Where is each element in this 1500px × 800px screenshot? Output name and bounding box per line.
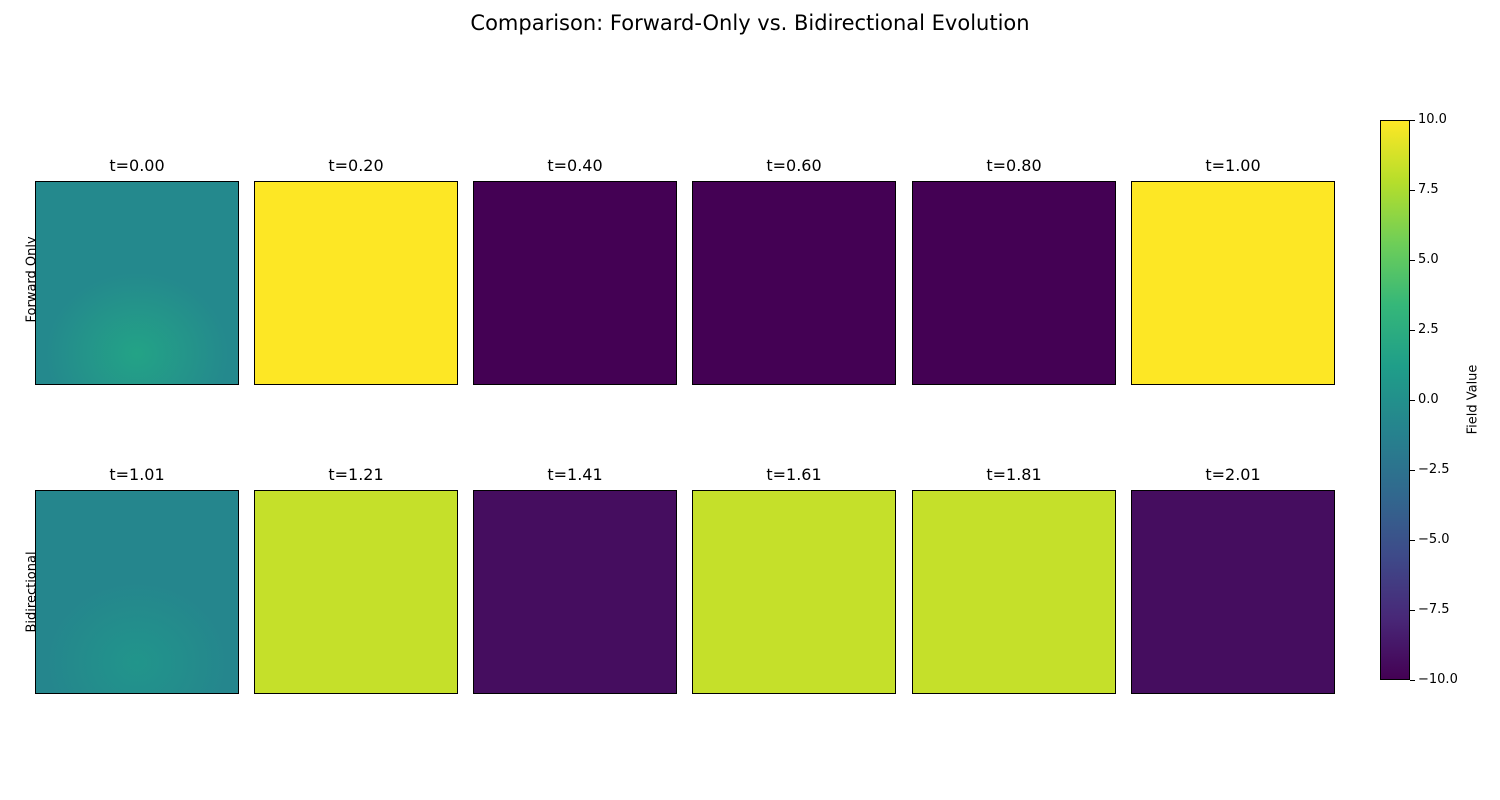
colorbar-tick-label: −10.0 <box>1418 672 1458 687</box>
colorbar-tick-label: −7.5 <box>1418 602 1450 617</box>
heatmap-panel <box>254 181 458 385</box>
heatmap-panel <box>473 490 677 694</box>
colorbar-tick <box>1410 680 1415 681</box>
colorbar-tick-label: 2.5 <box>1418 322 1439 337</box>
colorbar-tick <box>1410 540 1415 541</box>
heatmap-panel <box>912 181 1116 385</box>
panel-title: t=1.01 <box>109 465 165 484</box>
colorbar-tick-label: 0.0 <box>1418 392 1439 407</box>
colorbar-tick <box>1410 470 1415 471</box>
panel-title: t=2.01 <box>1205 465 1261 484</box>
colorbar-tick-label: 10.0 <box>1418 112 1447 127</box>
colorbar-tick-label: 7.5 <box>1418 182 1439 197</box>
panel-title: t=1.81 <box>986 465 1042 484</box>
panel-title: t=1.41 <box>547 465 603 484</box>
colorbar-tick-label: −5.0 <box>1418 532 1450 547</box>
colorbar-tick-label: 5.0 <box>1418 252 1439 267</box>
heatmap-panel <box>912 490 1116 694</box>
colorbar-tick-label: −2.5 <box>1418 462 1450 477</box>
colorbar-tick <box>1410 400 1415 401</box>
panel-title: t=1.21 <box>328 465 384 484</box>
colorbar-tick <box>1410 190 1415 191</box>
heatmap-panel <box>35 181 239 385</box>
panel-title: t=0.80 <box>986 156 1042 175</box>
heatmap-panel <box>1131 181 1335 385</box>
panel-title: t=0.20 <box>328 156 384 175</box>
panel-title: t=0.00 <box>109 156 165 175</box>
panel-title: t=1.00 <box>1205 156 1261 175</box>
heatmap-panel <box>692 490 896 694</box>
colorbar-label: Field Value <box>1465 364 1481 435</box>
heatmap-panel <box>473 181 677 385</box>
heatmap-panel <box>254 490 458 694</box>
colorbar-tick <box>1410 120 1415 121</box>
heatmap-panel <box>35 490 239 694</box>
colorbar-tick <box>1410 610 1415 611</box>
heatmap-panel <box>692 181 896 385</box>
colorbar <box>1380 120 1410 680</box>
colorbar-tick <box>1410 260 1415 261</box>
panel-title: t=1.61 <box>766 465 822 484</box>
panel-title: t=0.60 <box>766 156 822 175</box>
chart-title: Comparison: Forward-Only vs. Bidirection… <box>470 11 1030 35</box>
colorbar-tick <box>1410 330 1415 331</box>
heatmap-panel <box>1131 490 1335 694</box>
panel-title: t=0.40 <box>547 156 603 175</box>
